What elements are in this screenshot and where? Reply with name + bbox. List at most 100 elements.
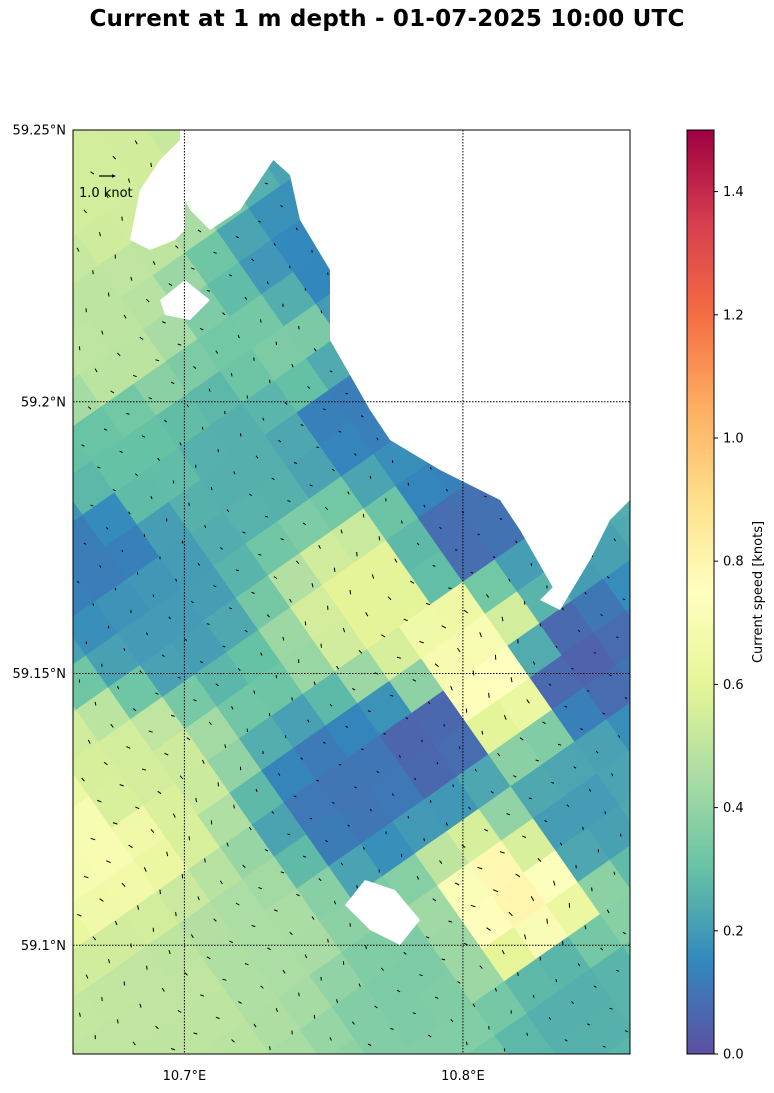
speed-cell — [619, 797, 630, 821]
current-arrow — [105, 193, 109, 199]
current-arrow — [126, 746, 131, 749]
current-arrow — [155, 1025, 159, 1030]
current-arrow — [539, 623, 542, 627]
current-arrow — [318, 545, 321, 549]
current-arrow — [316, 446, 320, 449]
speed-cell — [73, 600, 120, 657]
current-arrow — [226, 509, 230, 513]
speed-cell — [604, 1035, 630, 1054]
speed-cell — [73, 514, 107, 571]
speed-cell — [606, 702, 630, 753]
current-arrow — [345, 392, 349, 395]
current-arrow — [114, 920, 118, 926]
current-arrow — [474, 768, 477, 772]
current-arrow — [367, 710, 371, 713]
current-arrow — [168, 616, 171, 620]
current-arrow — [170, 714, 175, 717]
current-arrow — [566, 804, 570, 808]
map-gridlines — [73, 130, 630, 1054]
current-arrow — [233, 804, 235, 809]
colorbar-tick-label: 1.2 — [723, 308, 744, 323]
current-arrow — [358, 983, 361, 987]
current-arrow — [394, 558, 398, 563]
latitude-label: 59.15°N — [13, 667, 66, 682]
current-arrow — [329, 1037, 332, 1041]
current-arrow — [139, 670, 142, 674]
current-arrow — [571, 1001, 574, 1004]
current-arrow — [423, 504, 426, 508]
current-arrow — [611, 773, 613, 777]
current-arrow — [204, 524, 207, 529]
current-arrow — [573, 766, 577, 769]
current-arrow — [128, 844, 133, 849]
current-arrow — [454, 882, 460, 886]
current-arrow — [515, 873, 521, 878]
speed-cell — [622, 464, 630, 481]
current-arrow — [197, 229, 202, 233]
current-arrow — [600, 614, 603, 617]
current-arrow — [298, 325, 300, 330]
current-arrow — [126, 412, 130, 415]
current-arrow — [616, 636, 619, 639]
colorbar: 0.0 0.2 0.4 0.6 0.8 1.0 1.2 1.4 Current speed [… — [686, 129, 766, 1063]
current-arrow — [613, 871, 616, 875]
current-arrow — [287, 500, 291, 502]
current-arrow — [484, 828, 489, 832]
current-arrow — [311, 583, 314, 588]
current-arrow — [152, 594, 155, 598]
current-arrow — [255, 455, 259, 459]
current-arrow — [486, 594, 490, 598]
current-arrow — [322, 408, 326, 411]
speed-cell — [289, 130, 295, 133]
current-arrow — [132, 708, 137, 712]
current-arrow — [251, 591, 255, 594]
current-arrow — [340, 862, 344, 866]
current-arrow — [76, 247, 80, 252]
current-arrow — [201, 759, 205, 764]
latitude-tick-labels: 59.25°N 59.2°N 59.15°N 59.1°N — [13, 124, 66, 954]
current-arrow — [230, 372, 233, 377]
current-arrow — [354, 786, 357, 789]
current-arrow — [606, 909, 610, 914]
current-arrow — [470, 571, 474, 574]
colorbar-tick-label: 0.6 — [723, 678, 744, 693]
speed-cell — [146, 130, 159, 136]
current-arrow — [170, 1048, 176, 1051]
current-arrow — [264, 849, 269, 852]
current-arrow — [228, 274, 233, 277]
speed-cell — [600, 893, 630, 947]
speed-cell — [73, 363, 81, 380]
current-arrow — [624, 696, 628, 700]
current-arrow — [83, 875, 89, 879]
speed-cell — [6, 926, 62, 982]
speed-cell — [638, 674, 694, 730]
current-arrow — [78, 1012, 81, 1017]
current-arrow — [235, 236, 239, 239]
current-arrow — [613, 538, 617, 542]
current-arrow — [215, 683, 219, 687]
current-arrow — [430, 466, 432, 470]
current-arrow — [235, 902, 240, 906]
current-arrow — [289, 598, 292, 603]
current-arrow — [470, 904, 476, 908]
land-or-missing-areas — [130, 130, 630, 945]
current-arrow — [593, 985, 597, 988]
current-arrow — [371, 574, 375, 579]
speed-cell — [625, 131, 630, 141]
current-arrow — [258, 553, 262, 556]
current-arrow — [175, 578, 178, 582]
current-arrow — [94, 368, 98, 373]
current-arrow — [528, 797, 532, 800]
current-arrow — [577, 629, 581, 633]
current-arrow — [376, 770, 380, 774]
current-arrow — [280, 538, 284, 541]
colorbar-tick-label: 1.0 — [723, 432, 744, 447]
current-arrow — [155, 692, 159, 695]
current-arrow — [309, 817, 313, 820]
current-arrow — [269, 1046, 271, 1051]
current-arrow — [215, 1016, 220, 1020]
current-arrow — [416, 876, 420, 880]
map-plot-area — [6, 130, 694, 1054]
current-arrow — [325, 506, 328, 511]
current-arrow — [291, 363, 294, 368]
